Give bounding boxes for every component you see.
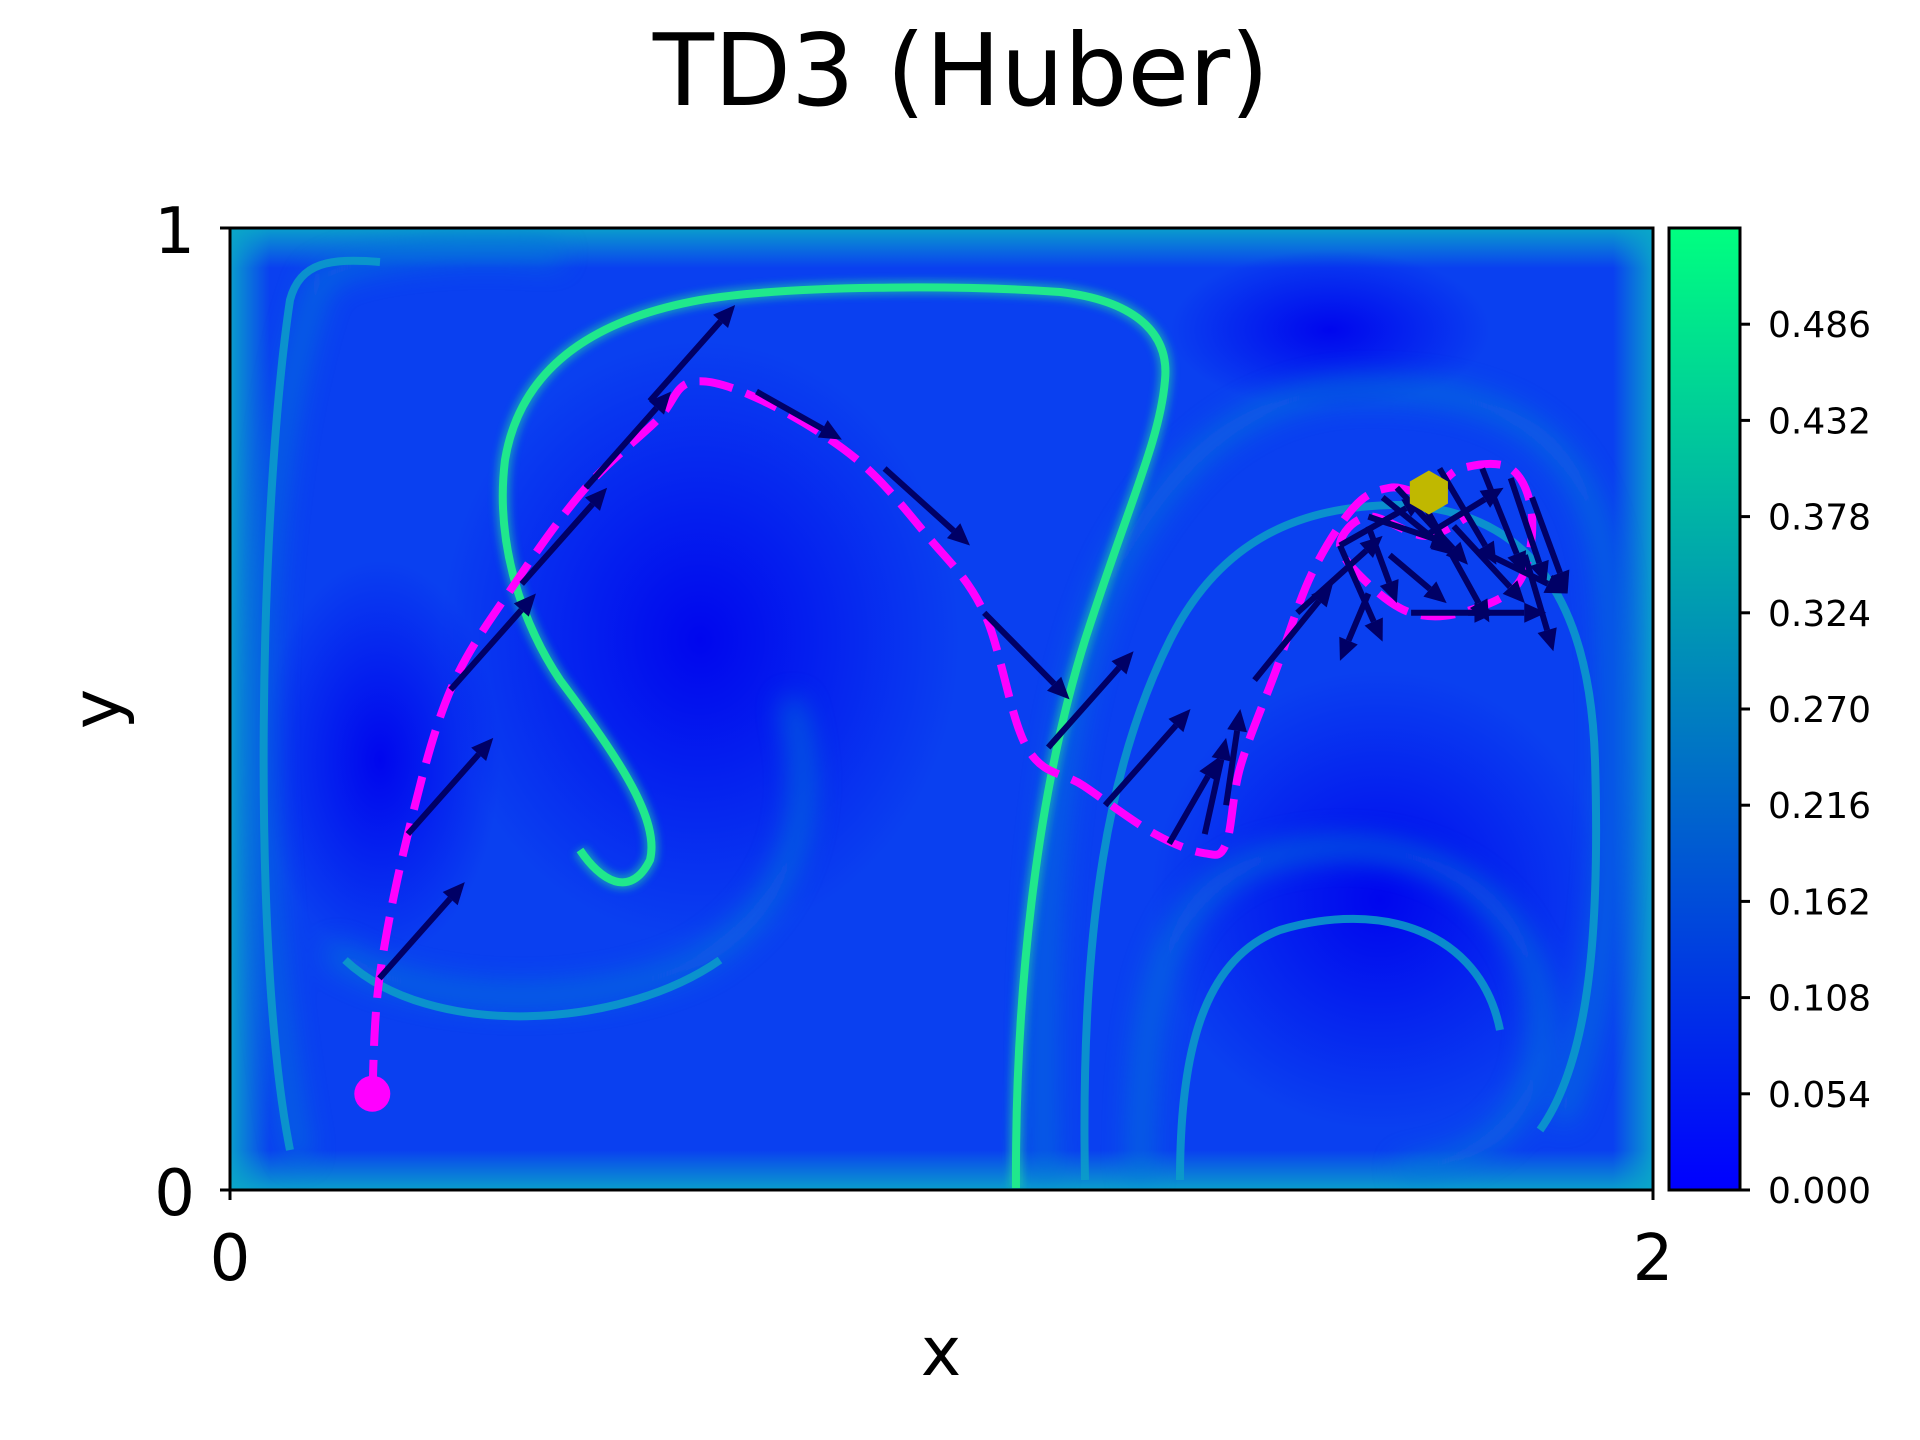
action-arrow (1201, 737, 1232, 835)
plot-frame (228, 226, 1655, 1192)
heatmap-field (230, 228, 1653, 1190)
colorbar-tick-label: 0.324 (1768, 594, 1871, 635)
colorbar: 0.000 0.054 0.108 0.162 0.216 0.270 0.324 0.378… (1667, 226, 1871, 1212)
x-tick-label: 0 (210, 1222, 251, 1296)
action-arrow (405, 737, 494, 837)
start-marker (354, 1075, 391, 1112)
y-axis-label: y (58, 689, 137, 729)
y-tick-label: 0 (154, 1157, 195, 1231)
target-marker (1409, 470, 1448, 515)
action-arrow (1045, 651, 1134, 750)
action-arrow (1507, 477, 1549, 584)
colorbar-tick-label: 0.216 (1768, 786, 1871, 827)
colorbar-gradient (1667, 226, 1742, 1192)
action-arrow (1422, 505, 1490, 623)
colorbar-tick-label: 0.108 (1768, 979, 1871, 1020)
action-arrow (448, 593, 536, 692)
action-arrow (982, 610, 1070, 700)
colorbar-tick-label: 0.270 (1768, 690, 1871, 731)
y-tick-label: 1 (154, 195, 195, 269)
action-arrow (1223, 709, 1248, 806)
colorbar-tick-label: 0.162 (1768, 882, 1871, 923)
x-axis-label: x (921, 1313, 961, 1392)
x-tick-label: 2 (1633, 1222, 1674, 1296)
colorbar-tick-label: 0.054 (1768, 1075, 1871, 1116)
action-arrow (1166, 757, 1219, 846)
action-arrow (1365, 525, 1399, 604)
action-arrow (1387, 552, 1447, 604)
action-arrow (1380, 495, 1454, 556)
action-arrow (519, 487, 608, 586)
action-arrow (755, 388, 842, 440)
action-arrow (647, 304, 736, 404)
action-arrow (1102, 709, 1191, 808)
action-arrow (1529, 496, 1570, 594)
action-arrow (1451, 524, 1525, 604)
colorbar-tick-label: 0.378 (1768, 498, 1871, 539)
action-arrow (1252, 583, 1333, 683)
action-arrow (1337, 544, 1383, 642)
action-arrow (377, 882, 465, 981)
trajectory-overlay (354, 304, 1570, 1112)
chart-title: TD3 (Huber) (652, 12, 1269, 129)
action-arrow (1522, 554, 1557, 652)
action-arrow (1488, 552, 1568, 594)
colorbar-tick-label: 0.486 (1768, 305, 1871, 346)
action-arrow (583, 391, 672, 490)
colorbar-tick-label: 0.432 (1768, 401, 1871, 442)
action-arrow (882, 466, 970, 546)
colorbar-tick-label: 0.000 (1768, 1171, 1871, 1212)
